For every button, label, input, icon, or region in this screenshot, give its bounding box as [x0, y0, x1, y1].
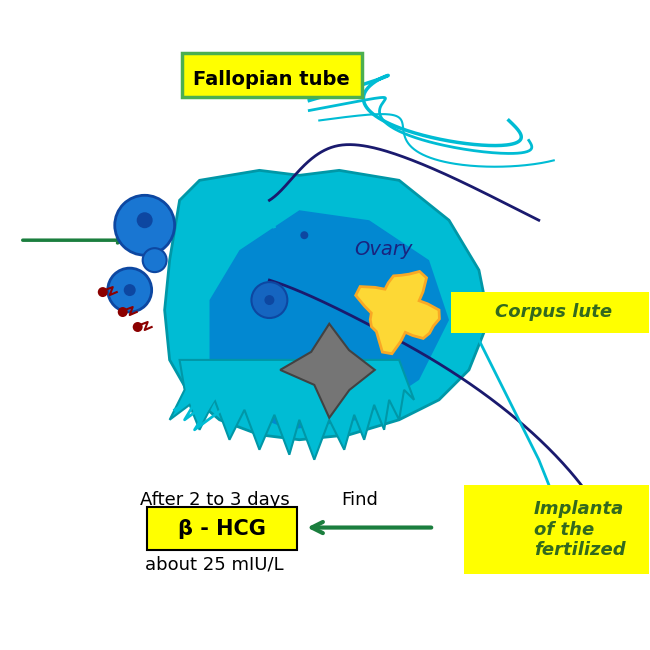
- FancyBboxPatch shape: [464, 485, 650, 575]
- Polygon shape: [170, 360, 414, 460]
- Circle shape: [265, 295, 274, 305]
- Circle shape: [108, 268, 151, 312]
- Circle shape: [133, 322, 143, 332]
- Text: Find: Find: [341, 491, 378, 508]
- Circle shape: [300, 231, 308, 239]
- Circle shape: [115, 195, 175, 255]
- Polygon shape: [209, 210, 449, 430]
- Polygon shape: [164, 170, 489, 440]
- Polygon shape: [283, 328, 372, 418]
- FancyBboxPatch shape: [451, 292, 650, 333]
- Text: Implanta
of the
fertilized: Implanta of the fertilized: [534, 500, 625, 560]
- FancyBboxPatch shape: [147, 506, 297, 551]
- Text: Corpus lute: Corpus lute: [495, 303, 612, 321]
- Circle shape: [136, 213, 153, 228]
- Polygon shape: [356, 272, 439, 354]
- Circle shape: [124, 284, 136, 296]
- Circle shape: [252, 282, 287, 318]
- Circle shape: [143, 248, 166, 272]
- Text: Ovary: Ovary: [354, 240, 413, 259]
- FancyBboxPatch shape: [181, 53, 362, 96]
- Circle shape: [118, 307, 127, 317]
- Text: β - HCG: β - HCG: [177, 519, 265, 539]
- Text: After 2 to 3 days: After 2 to 3 days: [140, 491, 289, 508]
- Circle shape: [98, 287, 108, 297]
- Text: about 25 mIU/L: about 25 mIU/L: [145, 556, 284, 573]
- Text: Fallopian tube: Fallopian tube: [193, 70, 350, 89]
